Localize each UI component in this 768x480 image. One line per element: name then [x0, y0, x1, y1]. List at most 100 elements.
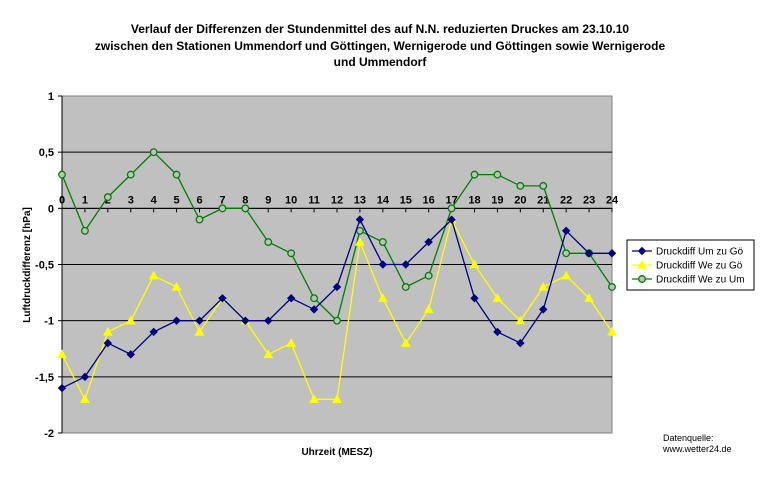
- data-point: [149, 327, 158, 337]
- data-point: [126, 350, 135, 359]
- data-point: [400, 338, 411, 347]
- x-tick-label: 12: [331, 194, 343, 206]
- data-point: [562, 249, 571, 258]
- data-point: [309, 305, 319, 314]
- y-tick-label: 0,5: [39, 147, 54, 159]
- data-point: [286, 293, 296, 303]
- data-point: [172, 316, 181, 325]
- data-point: [58, 170, 66, 179]
- chart-title: Verlauf der Differenzen der Stundenmitte…: [95, 22, 666, 69]
- data-point: [195, 215, 204, 224]
- chart-title-line-3: und Ummendorf: [334, 55, 428, 69]
- data-point: [102, 326, 113, 336]
- legend-item: Druckdiff We zu Gö: [632, 259, 743, 272]
- data-point: [126, 170, 135, 179]
- x-tick-label: 0: [59, 194, 65, 206]
- y-tick-label: -0,5: [35, 260, 54, 272]
- data-point: [241, 204, 250, 213]
- data-point: [80, 394, 90, 403]
- data-point: [539, 181, 548, 190]
- chart-title-line-1: Verlauf der Differenzen der Stundenmitte…: [131, 22, 629, 36]
- data-point: [378, 238, 387, 246]
- data-point: [310, 294, 319, 303]
- data-point: [607, 326, 617, 336]
- data-point: [148, 270, 159, 280]
- data-point: [492, 293, 503, 302]
- series-1: [57, 215, 617, 393]
- x-tick-label: 1: [82, 194, 88, 206]
- data-point: [470, 293, 479, 303]
- legend-marker: [637, 259, 647, 269]
- legend-marker: [638, 275, 646, 283]
- data-point: [218, 293, 227, 303]
- data-point: [286, 338, 297, 347]
- data-point: [469, 259, 480, 269]
- data-point: [608, 283, 616, 291]
- data-point: [195, 316, 204, 325]
- data-point: [103, 338, 113, 348]
- y-axis: 1 0,5 0 -0,5 -1 -1,5 -2: [35, 91, 63, 440]
- data-point: [80, 372, 90, 382]
- data-point: [332, 282, 342, 292]
- x-axis-label: Uhrzeit (MESZ): [301, 447, 372, 458]
- data-point: [607, 249, 617, 258]
- data-point: [401, 283, 410, 291]
- data-point: [332, 394, 342, 403]
- legend: Druckdiff Um zu Gö Druckdiff We zu Gö Druc…: [626, 239, 755, 291]
- data-point: [515, 315, 526, 325]
- data-point: [561, 270, 572, 280]
- y-tick-label: 0: [48, 203, 54, 215]
- data-point: [241, 316, 250, 325]
- source-label: Datenquelle:: [663, 433, 714, 443]
- data-point: [378, 260, 388, 269]
- x-tick-label: 8: [242, 194, 248, 206]
- x-tick-label: 4: [151, 194, 158, 206]
- data-point: [355, 237, 365, 246]
- series-group: [57, 148, 617, 403]
- x-tick-label: 24: [606, 194, 619, 206]
- y-tick-label: -2: [44, 428, 54, 440]
- legend-item: Druckdiff We zu Um: [632, 275, 745, 286]
- legend-label: Druckdiff Um zu Gö: [656, 247, 743, 258]
- x-tick-label: 22: [560, 194, 572, 206]
- data-point: [539, 305, 548, 314]
- data-point: [57, 349, 67, 359]
- data-point: [424, 237, 433, 247]
- data-point: [470, 170, 479, 179]
- x-tick-label: 9: [265, 194, 271, 206]
- data-point: [538, 281, 549, 291]
- x-tick-label: 5: [174, 194, 180, 206]
- x-tick-label: 3: [128, 194, 134, 206]
- data-point: [447, 215, 456, 224]
- chart-title-line-2: zwischen den Stationen Ummendorf und Göt…: [95, 39, 666, 53]
- y-tick-label: 1: [48, 91, 54, 103]
- x-tick-label: 19: [491, 194, 503, 206]
- y-axis-label: Luftdruckdifferenz [hPa]: [22, 207, 33, 323]
- legend-item: Druckdiff Um zu Gö: [632, 247, 743, 258]
- y-tick-label: -1: [44, 316, 54, 328]
- x-tick-label: 16: [423, 194, 435, 206]
- data-point: [218, 204, 227, 213]
- data-point: [287, 249, 296, 258]
- source-note: Datenquelle: www.wetter24.de: [662, 433, 732, 454]
- source-url: www.wetter24.de: [662, 444, 732, 454]
- data-point: [333, 316, 341, 325]
- data-point: [447, 204, 456, 213]
- data-point: [149, 148, 158, 157]
- data-point: [355, 215, 365, 224]
- legend-label: Druckdiff We zu Um: [656, 275, 745, 286]
- data-point: [194, 326, 205, 336]
- data-point: [561, 226, 571, 236]
- data-point: [516, 181, 525, 190]
- x-tick-label: 18: [468, 194, 480, 206]
- y-tick-label: -1,5: [35, 372, 54, 384]
- legend-marker: [637, 246, 647, 256]
- x-tick-label: 10: [285, 194, 297, 206]
- x-tick-label: 13: [354, 194, 366, 206]
- legend-label: Druckdiff We zu Gö: [656, 261, 743, 272]
- x-tick-label: 6: [196, 194, 202, 206]
- data-point: [125, 315, 136, 325]
- data-point: [172, 170, 181, 179]
- x-axis: 0123456789101112131415161718192021222324: [59, 194, 619, 213]
